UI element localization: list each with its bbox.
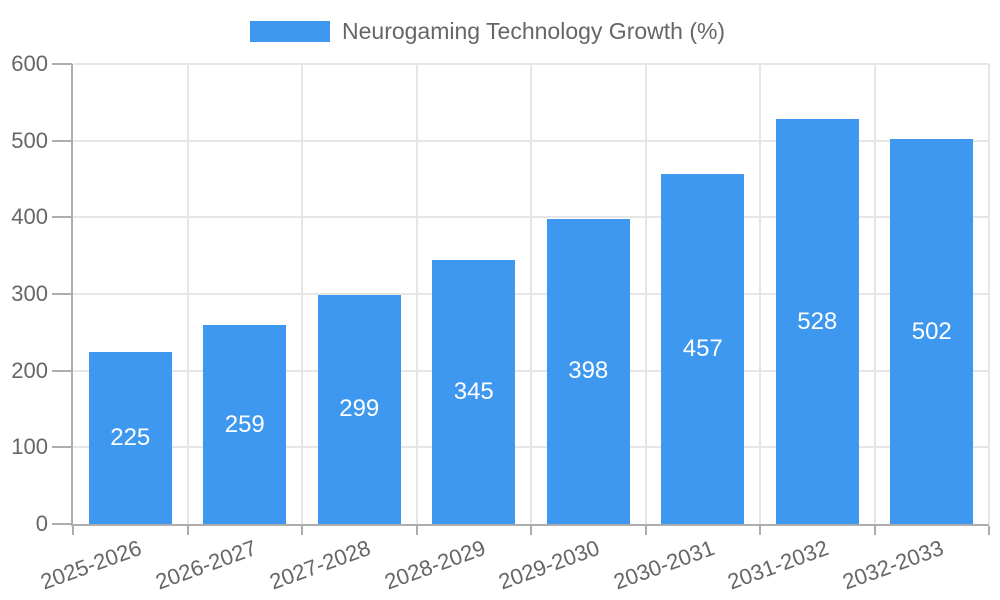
x-tick-mark xyxy=(415,526,418,535)
bar[interactable] xyxy=(546,218,630,524)
x-axis-tick-label: 2025-2026 xyxy=(37,535,145,595)
y-axis-tick-label: 500 xyxy=(11,127,48,153)
x-axis-tick-label: 2029-2030 xyxy=(495,535,603,595)
y-axis-tick-label: 200 xyxy=(11,357,48,383)
y-tick-mark xyxy=(52,293,72,295)
x-tick-mark xyxy=(759,526,761,535)
bar-value-label: 457 xyxy=(682,334,723,362)
legend-item[interactable]: Neurogaming Technology Growth (%) xyxy=(250,18,725,45)
y-tick-mark xyxy=(52,139,72,142)
y-tick-mark xyxy=(52,216,72,219)
bar[interactable] xyxy=(890,139,974,524)
x-tick-mark xyxy=(186,526,189,535)
bar-value-label: 345 xyxy=(453,377,494,405)
y-axis-tick-label: 400 xyxy=(11,204,48,230)
x-tick-mark xyxy=(72,526,74,535)
gridline xyxy=(530,64,532,524)
bar[interactable] xyxy=(432,259,516,524)
bar-value-label: 398 xyxy=(568,357,609,385)
gridline xyxy=(415,64,418,524)
x-axis-line xyxy=(71,524,989,526)
gridline xyxy=(988,64,990,524)
y-axis-tick-label: 0 xyxy=(35,511,48,536)
gridline xyxy=(644,64,647,524)
bar[interactable] xyxy=(203,325,287,524)
x-tick-mark xyxy=(301,526,303,535)
gridline xyxy=(186,64,189,524)
x-tick-mark xyxy=(644,526,647,535)
y-axis-line xyxy=(71,64,73,526)
x-tick-mark xyxy=(530,526,532,535)
bar-value-label: 259 xyxy=(224,410,265,438)
legend-label: Neurogaming Technology Growth (%) xyxy=(342,18,726,44)
x-tick-mark xyxy=(988,526,990,535)
x-tick-mark xyxy=(873,526,876,535)
x-axis-tick-label: 2030-2031 xyxy=(609,535,718,595)
y-axis-tick-label: 100 xyxy=(11,434,48,460)
y-tick-mark xyxy=(52,63,72,65)
x-axis-tick-label: 2026-2027 xyxy=(151,535,260,595)
bar[interactable] xyxy=(317,294,401,524)
bar-value-label: 225 xyxy=(110,423,151,451)
x-axis-tick-label: 2032-2033 xyxy=(838,535,947,595)
y-axis-tick-label: 600 xyxy=(11,51,48,76)
chart-legend: Neurogaming Technology Growth (%) xyxy=(0,0,1000,56)
bar[interactable] xyxy=(775,119,859,524)
y-axis-tick-label: 300 xyxy=(11,281,48,306)
y-tick-mark xyxy=(52,523,72,525)
x-axis-tick-label: 2031-2032 xyxy=(724,535,832,595)
bar-value-label: 528 xyxy=(797,307,838,335)
bar[interactable] xyxy=(88,351,172,524)
bar[interactable] xyxy=(661,173,745,524)
y-tick-mark xyxy=(52,446,72,449)
gridline xyxy=(301,64,303,524)
bar-value-label: 299 xyxy=(339,395,380,423)
gridline xyxy=(759,64,761,524)
x-axis-tick-label: 2028-2029 xyxy=(380,535,489,595)
gridline xyxy=(873,64,876,524)
bar-value-label: 502 xyxy=(911,317,952,345)
legend-swatch-icon xyxy=(250,21,330,42)
x-axis-tick-label: 2027-2028 xyxy=(266,535,374,595)
y-tick-mark xyxy=(52,369,72,372)
